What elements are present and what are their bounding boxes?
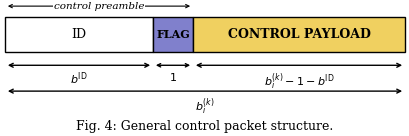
Text: $1$: $1$: [169, 71, 177, 83]
Text: $b^{\mathrm{ID}}$: $b^{\mathrm{ID}}$: [70, 71, 88, 87]
Text: Fig. 4: General control packet structure.: Fig. 4: General control packet structure…: [76, 120, 333, 133]
Bar: [153, 17, 193, 52]
Text: FLAG: FLAG: [156, 29, 189, 40]
Bar: [5, 17, 153, 52]
Text: $b_i^{(k)} - 1 - b^{\mathrm{ID}}$: $b_i^{(k)} - 1 - b^{\mathrm{ID}}$: [263, 71, 334, 92]
Text: control preamble: control preamble: [54, 2, 144, 11]
Text: ID: ID: [71, 28, 86, 41]
Bar: [193, 17, 404, 52]
Text: CONTROL PAYLOAD: CONTROL PAYLOAD: [227, 28, 370, 41]
Text: $b_i^{(k)}$: $b_i^{(k)}$: [195, 97, 214, 117]
